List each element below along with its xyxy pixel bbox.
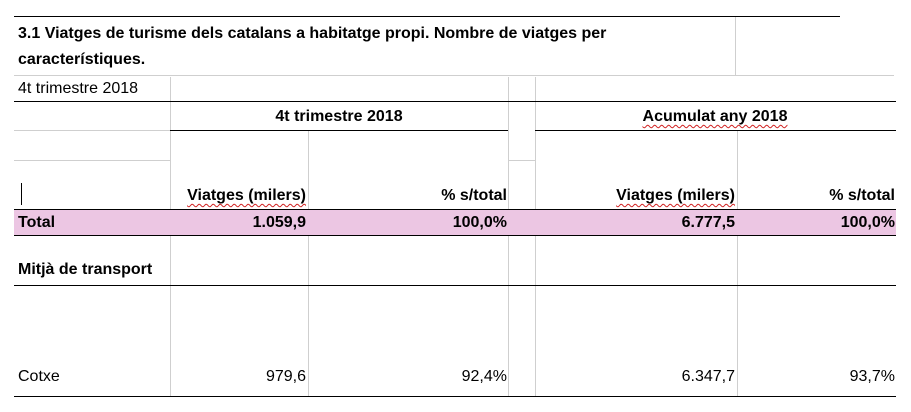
col-header-q-trips-text: Viatges (milers) [187, 187, 306, 204]
table-title-line1: 3.1 Viatges de turisme dels catalans a h… [18, 25, 607, 42]
group-header-cumulative-text: Acumulat any 2018 [642, 108, 788, 125]
grid-vline [170, 77, 171, 397]
text-cursor [21, 183, 22, 205]
table-title-line2: característiques. [18, 51, 146, 68]
col-header-q-pct-text: % s/total [441, 187, 507, 204]
grid-vline [535, 77, 536, 397]
grid-vline [308, 130, 309, 397]
total-row-q-pct: 100,0% [452, 214, 507, 231]
total-row-q-trips: 1.059,9 [252, 214, 306, 231]
period-label: 4t trimestre 2018 [18, 80, 139, 97]
col-header-c-trips-text: Viatges (milers) [616, 187, 735, 204]
col-header-c-pct: % s/total [737, 186, 895, 206]
header-rule [14, 101, 896, 102]
grid-hline [14, 75, 894, 76]
car-row-q-pct: 92,4% [461, 368, 507, 385]
grid-vline [737, 130, 738, 397]
grid-hline [14, 130, 170, 131]
top-border [14, 16, 840, 17]
section-rule [14, 285, 896, 286]
car-row-bottom-rule [14, 396, 896, 397]
group-header-cumulative: Acumulat any 2018 [535, 107, 895, 127]
col-header-q-trips: Viatges (milers) [170, 186, 306, 206]
group-rule-cumulative [535, 130, 896, 131]
group-header-quarter: 4t trimestre 2018 [275, 108, 403, 125]
total-row-bottom-rule [14, 235, 896, 236]
total-row-c-pct: 100,0% [840, 214, 895, 231]
grid-hline [508, 160, 536, 161]
group-rule-quarter [170, 130, 508, 131]
grid-vline [508, 77, 509, 397]
section-heading-transport: Mitjà de transport [18, 261, 153, 278]
total-row-background [14, 210, 896, 235]
col-header-c-pct-text: % s/total [829, 187, 895, 204]
grid-hline [14, 160, 170, 161]
car-row-c-trips: 6.347,7 [681, 368, 735, 385]
car-row-label: Cotxe [18, 368, 60, 385]
col-header-q-pct: % s/total [308, 186, 507, 206]
col-header-c-trips: Viatges (milers) [535, 186, 735, 206]
car-row-q-trips: 979,6 [265, 368, 306, 385]
total-row-c-trips: 6.777,5 [681, 214, 735, 231]
total-row-top-rule [14, 209, 896, 210]
total-row-label: Total [18, 214, 56, 231]
car-row-c-pct: 93,7% [849, 368, 895, 385]
grid-vline [735, 17, 736, 75]
